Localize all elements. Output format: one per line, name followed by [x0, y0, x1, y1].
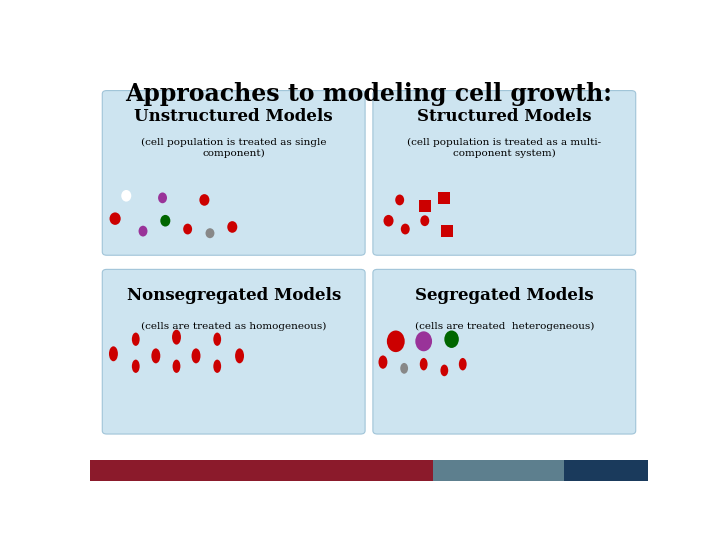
Text: (cells are treated  heterogeneous): (cells are treated heterogeneous) [415, 322, 594, 332]
Bar [418, 200, 431, 212]
Ellipse shape [132, 360, 140, 373]
Ellipse shape [192, 348, 200, 363]
Ellipse shape [199, 194, 210, 206]
FancyBboxPatch shape [102, 269, 365, 434]
Ellipse shape [379, 355, 387, 369]
Ellipse shape [173, 360, 181, 373]
Ellipse shape [183, 224, 192, 234]
Ellipse shape [172, 329, 181, 345]
Ellipse shape [420, 215, 429, 226]
Ellipse shape [151, 348, 161, 363]
Ellipse shape [213, 360, 221, 373]
Ellipse shape [420, 358, 428, 370]
Bar [433, 460, 564, 481]
Ellipse shape [205, 228, 215, 238]
Ellipse shape [387, 330, 405, 352]
Ellipse shape [444, 330, 459, 348]
Ellipse shape [384, 215, 394, 227]
FancyBboxPatch shape [373, 91, 636, 255]
FancyBboxPatch shape [102, 91, 365, 255]
Text: Segregated Models: Segregated Models [415, 287, 593, 304]
Ellipse shape [400, 363, 408, 374]
Text: (cell population is treated as single
component): (cell population is treated as single co… [141, 138, 326, 158]
Ellipse shape [138, 226, 148, 237]
Ellipse shape [132, 333, 140, 346]
Bar [441, 225, 454, 237]
Ellipse shape [228, 221, 238, 233]
Text: Approaches to modeling cell growth:: Approaches to modeling cell growth: [125, 82, 613, 106]
Ellipse shape [109, 212, 121, 225]
Ellipse shape [213, 333, 221, 346]
Ellipse shape [161, 215, 171, 227]
Ellipse shape [109, 346, 118, 361]
Ellipse shape [459, 358, 467, 370]
Ellipse shape [121, 190, 131, 201]
Ellipse shape [158, 192, 167, 203]
Text: Nonsegregated Models: Nonsegregated Models [127, 287, 341, 304]
Ellipse shape [441, 364, 449, 376]
Text: (cells are treated as homogeneous): (cells are treated as homogeneous) [141, 322, 326, 332]
Ellipse shape [235, 348, 244, 363]
Bar [90, 460, 433, 481]
Text: Structured Models: Structured Models [417, 109, 592, 125]
Bar [564, 460, 648, 481]
FancyBboxPatch shape [373, 269, 636, 434]
Text: Unstructured Models: Unstructured Models [135, 109, 333, 125]
Bar [438, 192, 451, 204]
Ellipse shape [415, 332, 432, 352]
Ellipse shape [395, 194, 404, 205]
Ellipse shape [401, 224, 410, 234]
Text: (cell population is treated as a multi-
component system): (cell population is treated as a multi- … [408, 138, 601, 158]
